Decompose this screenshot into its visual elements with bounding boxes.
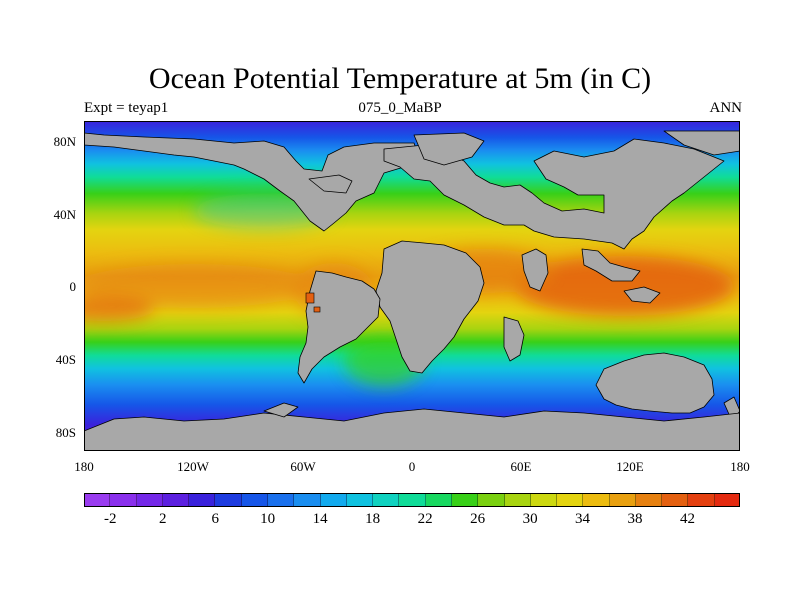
colorbar-segment	[399, 493, 426, 507]
colorbar-segment	[504, 493, 531, 507]
colorbar-tick-label: 34	[575, 511, 591, 527]
map-title: Ocean Potential Temperature at 5m (in C)	[148, 62, 652, 95]
madagascar-land	[503, 316, 525, 362]
colorbar-segment	[84, 493, 111, 507]
colorbar-tick-label: 30	[522, 511, 538, 527]
colorbar	[84, 493, 741, 507]
lon-label-120w: 120W	[177, 459, 209, 474]
colorbar-tick-label: 18	[365, 511, 381, 527]
asia-north-land	[663, 130, 740, 156]
warm-inland-cell	[313, 306, 321, 313]
colorbar-segment	[714, 493, 741, 507]
lat-label-80n: 80N	[53, 134, 76, 149]
colorbar-segment	[320, 493, 347, 507]
colorbar-segment	[110, 493, 137, 507]
lon-label-120e: 120E	[616, 459, 644, 474]
lat-label-40s: 40S	[55, 352, 76, 367]
colorbar-segment	[451, 493, 479, 507]
australia-land	[595, 352, 715, 414]
experiment-label: Expt = teyap1	[84, 100, 169, 116]
arctic-islands-land	[308, 174, 353, 194]
colorbar-segment	[189, 493, 216, 507]
greenland-land	[413, 132, 485, 166]
season-label: ANN	[709, 100, 743, 116]
lat-label-0: 0	[69, 279, 77, 294]
colorbar-segment	[635, 493, 663, 507]
colorbar-segment	[267, 493, 295, 507]
colorbar-tick-label: 10	[260, 511, 276, 527]
colorbar-segment	[346, 493, 374, 507]
lat-label-40n: 40N	[53, 207, 76, 222]
colorbar-segment	[136, 493, 163, 507]
lon-label-60w: 60W	[290, 459, 316, 474]
colorbar-tick-label: 22	[417, 511, 433, 527]
se-asia-land	[581, 248, 641, 282]
colorbar-segment	[294, 493, 321, 507]
colorbar-segment	[688, 493, 715, 507]
land-masses	[84, 130, 740, 451]
colorbar-tick-label: 38	[627, 511, 643, 527]
colorbar-tick-label: -2	[103, 511, 117, 527]
colorbar-segment	[662, 493, 689, 507]
colorbar-segment	[241, 493, 268, 507]
lon-label-180e: 180	[730, 459, 750, 474]
warm-inland-cell	[305, 292, 315, 304]
colorbar-tick-label: 14	[312, 511, 328, 527]
india-land	[521, 248, 549, 292]
colorbar-segment	[425, 493, 452, 507]
lat-label-80s: 80S	[55, 425, 76, 440]
europe-asia-land	[383, 138, 725, 250]
colorbar-segment	[609, 493, 636, 507]
indonesia-land	[623, 286, 661, 304]
colorbar-segment	[373, 493, 400, 507]
colorbar-segment	[478, 493, 505, 507]
colorbar-segment	[215, 493, 242, 507]
temperature-map	[84, 121, 740, 451]
north-america-land	[84, 132, 420, 232]
antarctica-land	[84, 408, 740, 451]
colorbar-tick-label: 2	[158, 511, 167, 527]
colorbar-tick-label: 6	[211, 511, 219, 527]
colorbar-tick-label: 42	[680, 511, 696, 527]
colorbar-segment	[583, 493, 610, 507]
colorbar-segment	[530, 493, 558, 507]
lon-label-60e: 60E	[510, 459, 532, 474]
colorbar-tick-label: 26	[470, 511, 486, 527]
lon-label-180w: 180	[74, 459, 94, 474]
colorbar-segment	[557, 493, 584, 507]
africa-land	[375, 240, 485, 374]
colorbar-segment	[162, 493, 190, 507]
period-label: 075_0_MaBP	[358, 100, 442, 116]
lon-label-0: 0	[408, 459, 416, 474]
antarctic-peninsula-land	[263, 402, 299, 418]
south-america-land	[297, 270, 381, 384]
